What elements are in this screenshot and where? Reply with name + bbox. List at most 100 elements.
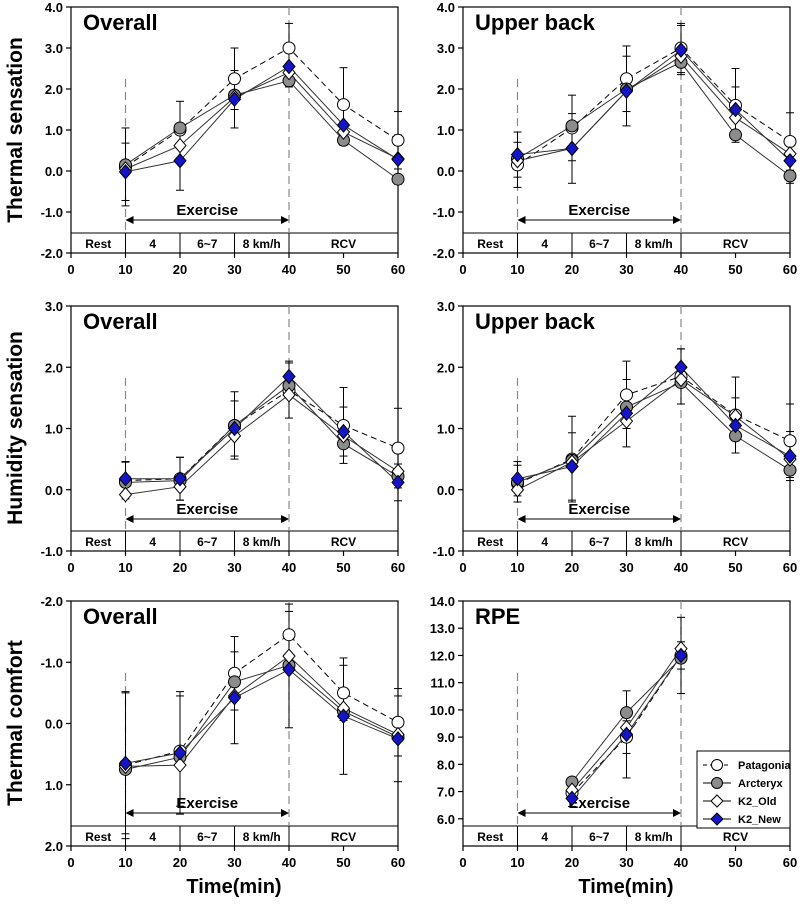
x-tick-label: 40 [282,262,296,277]
data-point-k2_new [391,151,405,168]
x-tick-label: 30 [619,560,633,575]
data-point-k2_new [510,146,525,163]
x-tick-label: 60 [783,855,797,870]
y-tick-label: 0.0 [437,483,455,498]
x-tick-label: 0 [459,262,466,277]
exercise-arrowhead-right [281,809,289,817]
data-point-k2_new [619,405,634,421]
exercise-label: Exercise [568,202,630,219]
data-point-patagonia [783,434,797,448]
chart-panel-2: -2.0 -1.0 0.0 1.0 2.0 3.0 4.0 0 10 20 30 40 50 60 Rest… [433,0,798,277]
data-point-k2_old [118,486,133,503]
exercise-arrowhead-right [673,216,681,224]
legend-label: Arcteryx [738,778,784,790]
data-point-k2_new [227,690,242,706]
series-line-k2_new [125,375,399,483]
phase-speed-3-label: 8 km/h [635,535,673,549]
data-point-patagonia [337,686,350,700]
data-point-k2_new [118,164,133,180]
chart-panel-4: -1.0 0.0 1.0 2.0 3.0 0 10 20 30 40 50 60 Rest 4 6~7 8 k… [433,299,798,575]
data-point-k2_new [336,117,351,133]
phase-rest-label: Rest [85,237,111,251]
y-tick-label: 14.0 [430,594,455,609]
x-tick-label: 20 [565,262,579,277]
y-tick-label: 3.0 [437,41,455,56]
x-tick-label: 40 [674,560,688,575]
phase-recovery-label: RCV [331,535,356,549]
y-axis-label: Humidity sensation [4,331,27,525]
series-line-patagonia [571,655,682,794]
x-tick-label: 0 [459,855,466,870]
x-tick-label: 60 [783,262,797,277]
legend-marker [711,777,723,789]
phase-rest-label: Rest [85,830,111,844]
series-line-arcteryx [517,382,791,483]
x-tick-label: 50 [728,262,742,277]
phase-speed-3-label: 8 km/h [243,237,281,251]
data-point-k2_new [565,790,579,807]
panel-title: Overall [83,309,158,334]
data-point-k2_new [674,359,688,376]
x-tick-label: 60 [391,855,405,870]
phase-rest-label: Rest [477,830,503,844]
legend-label: K2_New [738,814,781,826]
y-tick-label: 3.0 [437,299,455,314]
series-line-arcteryx [125,80,399,180]
y-tick-label: 0.0 [437,164,455,179]
series-line-k2_old [125,655,399,767]
y-tick-label: 1.0 [45,123,63,138]
exercise-arrowhead-right [673,515,681,523]
exercise-arrowhead-left [125,515,134,523]
y-tick-label: 8.0 [437,757,455,772]
phase-recovery-label: RCV [723,830,748,844]
data-point-k2_old [173,757,187,773]
x-tick-label: 0 [67,855,74,870]
y-tick-label: 1.0 [437,422,455,437]
x-tick-label: 50 [728,855,742,870]
legend-marker [711,759,723,771]
x-tick-label: 20 [173,855,187,870]
data-point-k2_new [674,647,688,664]
data-point-k2_new [674,42,688,58]
series-line-patagonia [125,389,399,482]
data-point-k2_old [282,387,296,403]
data-point-patagonia [228,72,241,86]
x-tick-label: 20 [173,560,187,575]
series-line-k2_old [517,55,791,162]
data-point-k2_new [336,423,351,440]
data-point-k2_new [227,91,242,108]
phase-speed-1-label: 4 [541,237,548,251]
y-tick-label: -2.0 [41,246,63,261]
data-point-patagonia [391,715,405,729]
x-tick-label: 30 [619,262,633,277]
data-point-patagonia [282,628,296,642]
y-tick-label: 2.0 [45,360,63,375]
series-line-patagonia [517,375,791,485]
x-tick-label: 50 [728,560,742,575]
x-tick-label: 60 [783,560,797,575]
phase-speed-2-label: 6~7 [197,535,218,549]
phase-speed-3-label: 8 km/h [635,830,673,844]
panel-title: Upper back [475,309,596,334]
y-tick-label: 1.0 [437,123,455,138]
exercise-label: Exercise [568,795,630,812]
x-tick-label: 30 [227,855,241,870]
x-tick-label: 30 [227,560,241,575]
phase-speed-3-label: 8 km/h [243,830,281,844]
y-tick-label: 1.0 [45,778,63,793]
data-point-k2_new [565,458,579,475]
phase-recovery-label: RCV [723,237,748,251]
series-line-arcteryx [517,61,791,177]
data-point-patagonia [620,388,633,402]
x-tick-label: 50 [336,262,350,277]
panel-title: Overall [83,604,158,629]
data-point-arcteryx [565,119,579,133]
legend-label: K2_Old [738,796,777,808]
exercise-arrowhead-right [673,809,681,817]
y-tick-label: 4.0 [45,0,63,15]
data-point-k2_old [510,481,525,498]
y-tick-label: 4.0 [437,0,455,15]
data-point-arcteryx [228,675,241,689]
data-point-k2_old [173,478,187,495]
legend: Patagonia Arcteryx K2_Old K2_New [696,750,791,829]
